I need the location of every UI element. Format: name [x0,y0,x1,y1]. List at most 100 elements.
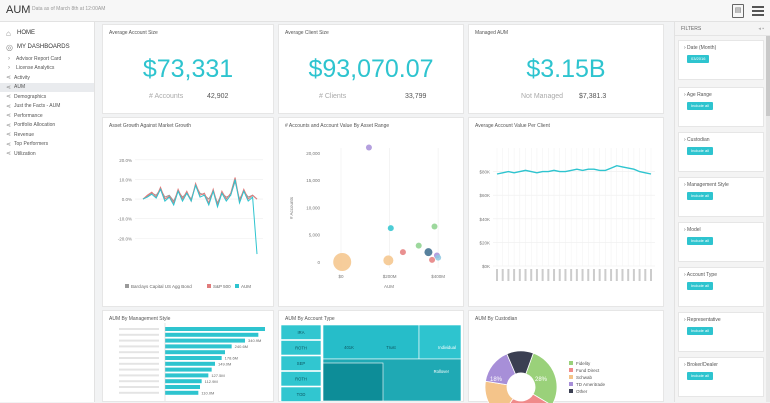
filters-scrollbar[interactable] [766,36,770,402]
category-label [119,339,159,342]
legend-swatch [569,361,573,365]
x-tick-label [621,269,624,281]
sidebar-item-my-dashboards[interactable]: ◎ MY DASHBOARDS [0,40,94,54]
treemap-cell [280,371,322,387]
y-tick-label: 5,000 [309,233,321,238]
filter-block: › Model Include all [678,222,764,262]
custodian-donut-chart: 28% 18% Fidelity Fund Direct Schwab TD Amerit… [484,350,606,403]
chart-card-asset-growth: Asset Growth Against Market Growth 20.0%… [102,117,274,307]
sidebar-item-top-performers[interactable]: ⋖ Top Performers [0,140,94,150]
sidebar-item-license-analytics[interactable]: › License Analytics [0,64,94,74]
x-tick-label [530,269,533,281]
filter-label[interactable]: › Custodian [684,137,710,143]
document-icon[interactable]: ▤ [732,4,744,18]
treemap-cell-label: 401K [344,345,354,350]
scatter-point [365,144,372,151]
filter-label[interactable]: › Date (Month) [684,45,717,51]
filters-collapse-icon[interactable]: ◂ ▪ [758,26,764,32]
scrollbar-thumb[interactable] [766,36,770,116]
filter-include-all-button[interactable]: Include all [687,102,714,110]
sidebar-item-performance[interactable]: ⋖ Performance [0,111,94,121]
sidebar-item-revenue[interactable]: ⋖ Revenue [0,130,94,140]
x-tick-label [518,269,521,281]
kpi-card-average-client-size: Average Client Size $93,070.07 # Clients… [278,24,464,114]
filters-header: FILTERS [675,22,770,36]
hamburger-menu-icon[interactable] [752,6,764,16]
top-bar: AUM Data as of March 8th at 12:00AM ▤ [0,0,770,22]
card-title: # Accounts and Account Value By Asset Ra… [285,123,390,129]
x-tick-label [496,269,498,281]
sidebar-item-just-the-facts[interactable]: ⋖ Just the Facts - AUM [0,102,94,112]
filter-label[interactable]: › Account Type [684,272,717,278]
filter-include-all-button[interactable]: Include all [687,327,714,335]
x-axis-label: AUM [384,284,394,289]
sidebar-item-portfolio-allocation[interactable]: ⋖ Portfolio Allocation [0,121,94,131]
bar-data-label: 149.0M [218,361,231,366]
x-tick-label [507,269,510,281]
filter-label[interactable]: › Broker/Dealer [684,362,718,368]
x-tick-label [547,269,550,281]
asset-growth-chart: 20.0% 10.0% 0.0% -10.0% -20.0% Barclays Capit… [118,158,263,289]
share-icon: ⋖ [6,103,12,110]
y-tick-label: 0.0% [122,197,132,202]
bar [165,367,212,372]
filter-include-all-button[interactable]: Include all [687,192,714,200]
filter-label[interactable]: › Management Style [684,182,729,188]
category-label [119,351,159,354]
filter-label[interactable]: › Representative [684,317,721,323]
bar-data-label: 178.6M [225,356,238,361]
filter-block: › Broker/Dealer Include all [678,357,764,397]
sidebar-item-advisor-report-card[interactable]: › Advisor Report Card [0,54,94,64]
filter-include-all-button[interactable]: Include all [687,147,714,155]
legend-swatch [235,284,239,288]
sidebar-item-label: Demographics [14,93,47,100]
x-tick-label [644,269,647,281]
bar [165,356,222,360]
filter-block: › Date (Month) 03/2016 [678,40,764,80]
share-icon: ⋖ [6,122,12,129]
chart-card-avg-account-value: Average Account Value Per Client $80K $60… [468,117,664,307]
series-line [142,179,258,255]
legend-label: Fund Direct [576,368,600,373]
treemap-cell [280,340,322,356]
x-tick-label [535,269,538,281]
sidebar-item-aum[interactable]: ⋖ AUM [0,82,94,92]
sidebar-item-label: Advisor Report Card [16,55,62,62]
filters-title: FILTERS [681,26,702,32]
filter-include-all-button[interactable]: Include all [687,282,714,290]
sidebar-item-label: Utilization [14,150,36,157]
chart-card-aum-by-management-style: AUM By Management Style 340.9M 240.6M 178.… [102,310,274,402]
sidebar-item-activity[interactable]: ⋖ Activity [0,73,94,83]
x-tick-label [581,269,584,281]
treemap-cell [418,324,462,360]
treemap-cell-label: ROTH [295,377,307,382]
sidebar-item-label: License Analytics [16,65,55,72]
filter-include-all-button[interactable]: 03/2016 [687,55,710,63]
x-tick-label [632,269,635,281]
category-label [119,374,159,377]
bar [165,332,259,337]
x-tick-label [564,269,567,281]
bar-data-label: 110.0M [201,390,214,395]
y-tick-label: 20,000 [306,151,320,156]
kpi-value: $3.15B [526,55,606,83]
filter-label[interactable]: › Model [684,227,701,233]
bar-data-label: 112.9M [205,379,218,384]
filter-include-all-button[interactable]: Include all [687,237,714,245]
bar [165,361,215,366]
card-title: Average Account Size [109,30,158,36]
y-tick-label: 20.0% [119,158,132,163]
legend-label: AUM [241,284,251,289]
pie-data-label: 18% [490,377,503,383]
pie-data-label: 28% [535,377,548,383]
filter-label[interactable]: › Age Range [684,92,712,98]
data-as-of-text: Data as of March 8th at 12:00AM [32,6,106,12]
filter-include-all-button[interactable]: Include all [687,372,714,380]
scatter-point [415,242,422,249]
sidebar-item-utilization[interactable]: ⋖ Utilization [0,149,94,159]
chevron-right-icon: › [8,65,10,72]
card-title: AUM By Account Type [285,316,335,322]
scatter-point [383,255,394,266]
sidebar-item-demographics[interactable]: ⋖ Demographics [0,92,94,102]
sidebar-item-home[interactable]: ⌂ HOME [0,26,94,40]
